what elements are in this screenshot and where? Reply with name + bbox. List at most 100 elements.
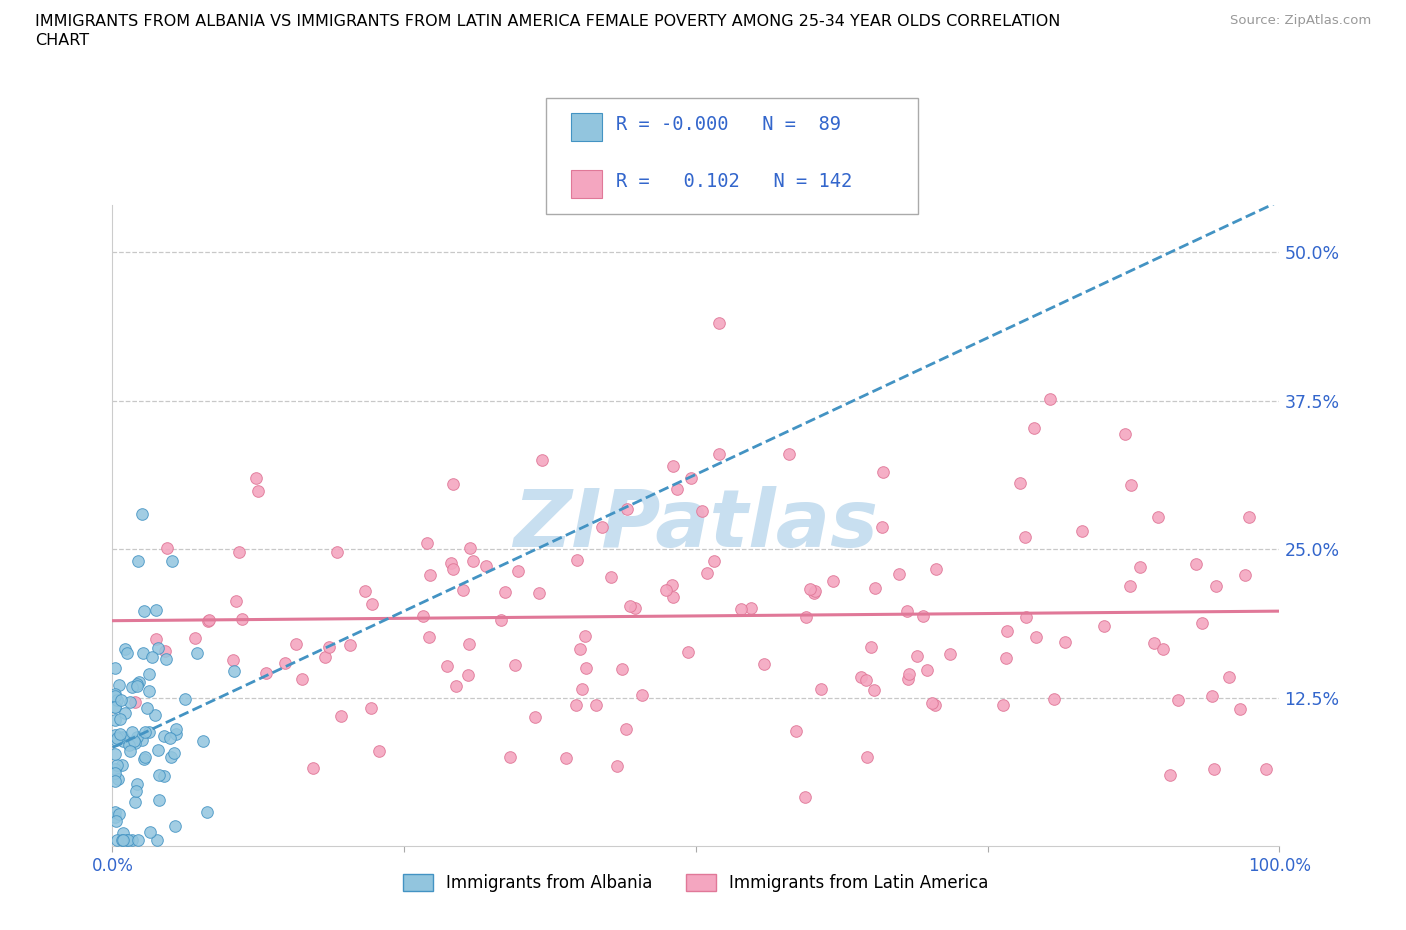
Point [127,776,149,790]
Point [856,750,879,764]
Point [159,730,181,745]
Point [415,535,437,550]
Point [1256,762,1278,777]
Point [115,645,138,660]
Point [897,666,920,681]
Point [195,804,218,819]
Point [655,582,678,597]
Point [138,684,160,698]
Point [823,574,845,589]
Point [155,652,177,667]
Point [138,724,160,739]
Point [690,504,713,519]
Point [499,750,522,764]
Point [1167,693,1189,708]
Point [104,700,127,715]
Point [619,598,641,613]
Point [574,629,596,644]
Point [1092,618,1115,633]
Point [134,724,156,739]
Point [165,722,187,737]
Point [222,653,245,668]
Point [274,656,297,671]
Point [463,553,485,568]
Point [912,608,935,623]
Point [105,758,128,773]
Point [143,707,166,722]
Point [111,833,134,848]
Point [662,589,685,604]
Point [1229,701,1251,716]
Point [527,586,550,601]
Point [191,733,214,748]
Point [436,658,458,673]
Point [122,734,145,749]
Point [139,825,162,840]
Point [104,688,127,703]
Point [222,664,245,679]
Text: CHART: CHART [35,33,89,47]
Point [145,603,167,618]
Point [444,678,467,693]
Text: R = -0.000   N =  89: R = -0.000 N = 89 [616,115,841,134]
Legend: Immigrants from Albania, Immigrants from Latin America: Immigrants from Albania, Immigrants from… [396,868,995,899]
Point [799,582,821,597]
Point [104,814,127,829]
Point [458,636,481,651]
Point [709,316,731,331]
Point [1043,691,1066,706]
Point [148,767,170,782]
Point [606,759,628,774]
Point [125,729,148,744]
Point [849,670,872,684]
Point [457,668,479,683]
Point [153,644,176,658]
Point [793,790,815,804]
Point [117,833,139,848]
Point [108,806,131,821]
Point [104,727,127,742]
Point [153,769,176,784]
Point [703,553,725,568]
Point [326,544,349,559]
Point [124,695,146,710]
Point [995,623,1018,638]
Point [246,483,269,498]
Point [804,583,827,598]
Point [127,679,149,694]
Point [585,698,607,712]
Point [118,695,141,710]
Point [339,638,361,653]
Point [104,700,127,715]
Point [612,661,634,676]
Point [104,765,127,780]
Point [131,506,153,521]
Point [564,698,586,712]
Text: IMMIGRANTS FROM ALBANIA VS IMMIGRANTS FROM LATIN AMERICA FEMALE POVERTY AMONG 25: IMMIGRANTS FROM ALBANIA VS IMMIGRANTS FR… [35,14,1060,29]
Point [865,580,887,595]
Point [441,476,464,491]
Point [110,692,132,707]
Point [1022,420,1045,435]
Point [108,711,131,726]
Point [1008,476,1031,491]
Point [285,636,308,651]
Point [591,520,613,535]
Point [1191,616,1213,631]
Point [153,729,176,744]
Point [141,650,163,665]
Point [661,578,683,592]
Point [254,666,277,681]
Point [124,795,146,810]
Point [104,762,127,777]
Point [803,586,825,601]
Point [740,601,762,616]
Point [138,667,160,682]
Point [508,564,530,578]
Point [555,751,578,766]
Point [330,709,353,724]
Point [440,556,463,571]
Point [114,641,136,656]
Point [1201,689,1223,704]
Point [571,682,593,697]
